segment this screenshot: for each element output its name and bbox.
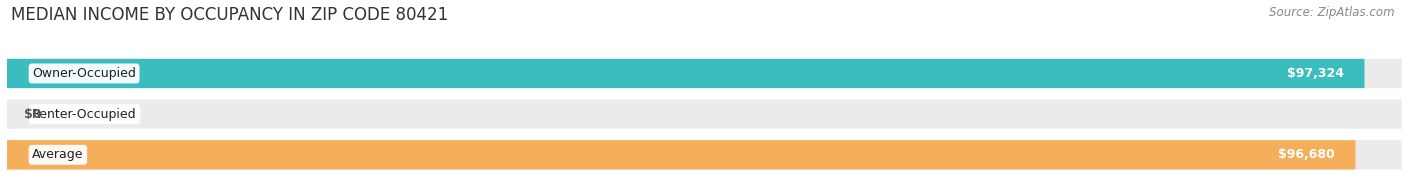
Text: $97,324: $97,324: [1286, 67, 1344, 80]
Text: Average: Average: [32, 148, 83, 161]
Text: MEDIAN INCOME BY OCCUPANCY IN ZIP CODE 80421: MEDIAN INCOME BY OCCUPANCY IN ZIP CODE 8…: [11, 6, 449, 24]
FancyBboxPatch shape: [7, 59, 1364, 88]
FancyBboxPatch shape: [7, 59, 1402, 88]
Text: Renter-Occupied: Renter-Occupied: [32, 108, 136, 121]
FancyBboxPatch shape: [7, 140, 1355, 170]
Text: Owner-Occupied: Owner-Occupied: [32, 67, 136, 80]
FancyBboxPatch shape: [7, 140, 1402, 170]
Text: $96,680: $96,680: [1278, 148, 1334, 161]
Text: $0: $0: [24, 108, 41, 121]
Text: Source: ZipAtlas.com: Source: ZipAtlas.com: [1270, 6, 1395, 19]
FancyBboxPatch shape: [7, 100, 1402, 129]
